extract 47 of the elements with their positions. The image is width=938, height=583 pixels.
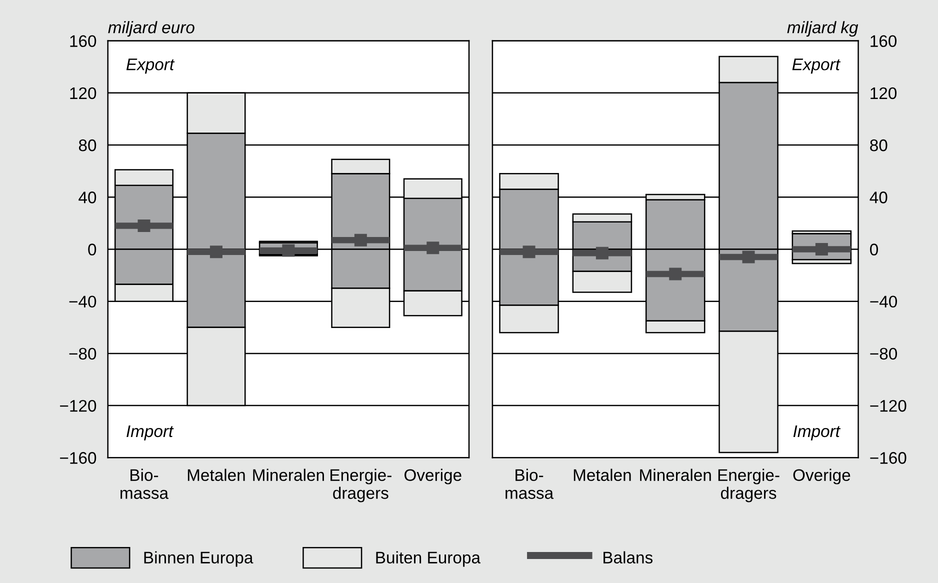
point: [522, 246, 536, 258]
x-tick-label: Metalen: [188, 468, 245, 482]
point: [815, 242, 828, 256]
point: [354, 234, 367, 246]
y-tick-label: 120: [70, 87, 96, 100]
x-tick-label: Metalen: [574, 468, 631, 482]
y-tick-label: −120: [870, 400, 906, 412]
point: [596, 246, 608, 260]
legend-label: Binnen Europa: [144, 551, 254, 567]
y-tick-label: 120: [870, 87, 897, 100]
y-tick-label: 80: [78, 139, 96, 152]
y-tick-label: −160: [60, 452, 96, 464]
y-tick-label: 40: [78, 192, 96, 204]
annotation: Import: [793, 425, 841, 440]
x-tick-label: Bio- massa: [506, 468, 554, 499]
y-tick-label: 0: [870, 244, 878, 256]
y-tick-label: −120: [60, 400, 96, 412]
x-tick-label: Mineralen: [253, 468, 324, 482]
y-axis-title: miljard euro: [108, 21, 194, 37]
legend-label: Buiten Europa: [376, 551, 481, 567]
x-tick-label: Overige: [404, 468, 462, 484]
point: [138, 220, 150, 232]
annotation: Export: [126, 58, 175, 74]
point: [669, 268, 682, 280]
y-axis-title: miljard kg: [787, 21, 858, 37]
point: [282, 244, 295, 257]
x-tick-label: Mineralen: [640, 468, 711, 482]
point: [742, 250, 755, 264]
y-tick-label: 40: [870, 192, 888, 204]
y-tick-label: −80: [69, 348, 96, 360]
y-tick-label: 0: [88, 244, 96, 256]
x-tick-label: Overige: [793, 468, 850, 484]
y-tick-label: −40: [870, 296, 897, 308]
point: [210, 246, 222, 258]
x-tick-label: Bio- massa: [120, 468, 169, 499]
annotation: Import: [126, 425, 174, 440]
point: [426, 242, 440, 254]
y-tick-label: −160: [870, 452, 906, 464]
y-tick-label: 80: [870, 139, 888, 152]
y-tick-label: −40: [69, 296, 96, 308]
x-tick-label: Energie- dragers: [330, 468, 392, 502]
y-tick-label: −80: [870, 348, 897, 360]
legend-label: Balans: [604, 551, 653, 564]
y-tick-label: 160: [70, 35, 96, 48]
y-tick-label: 160: [870, 35, 897, 48]
x-tick-label: Energie- dragers: [718, 468, 780, 502]
annotation: Export: [792, 58, 841, 74]
